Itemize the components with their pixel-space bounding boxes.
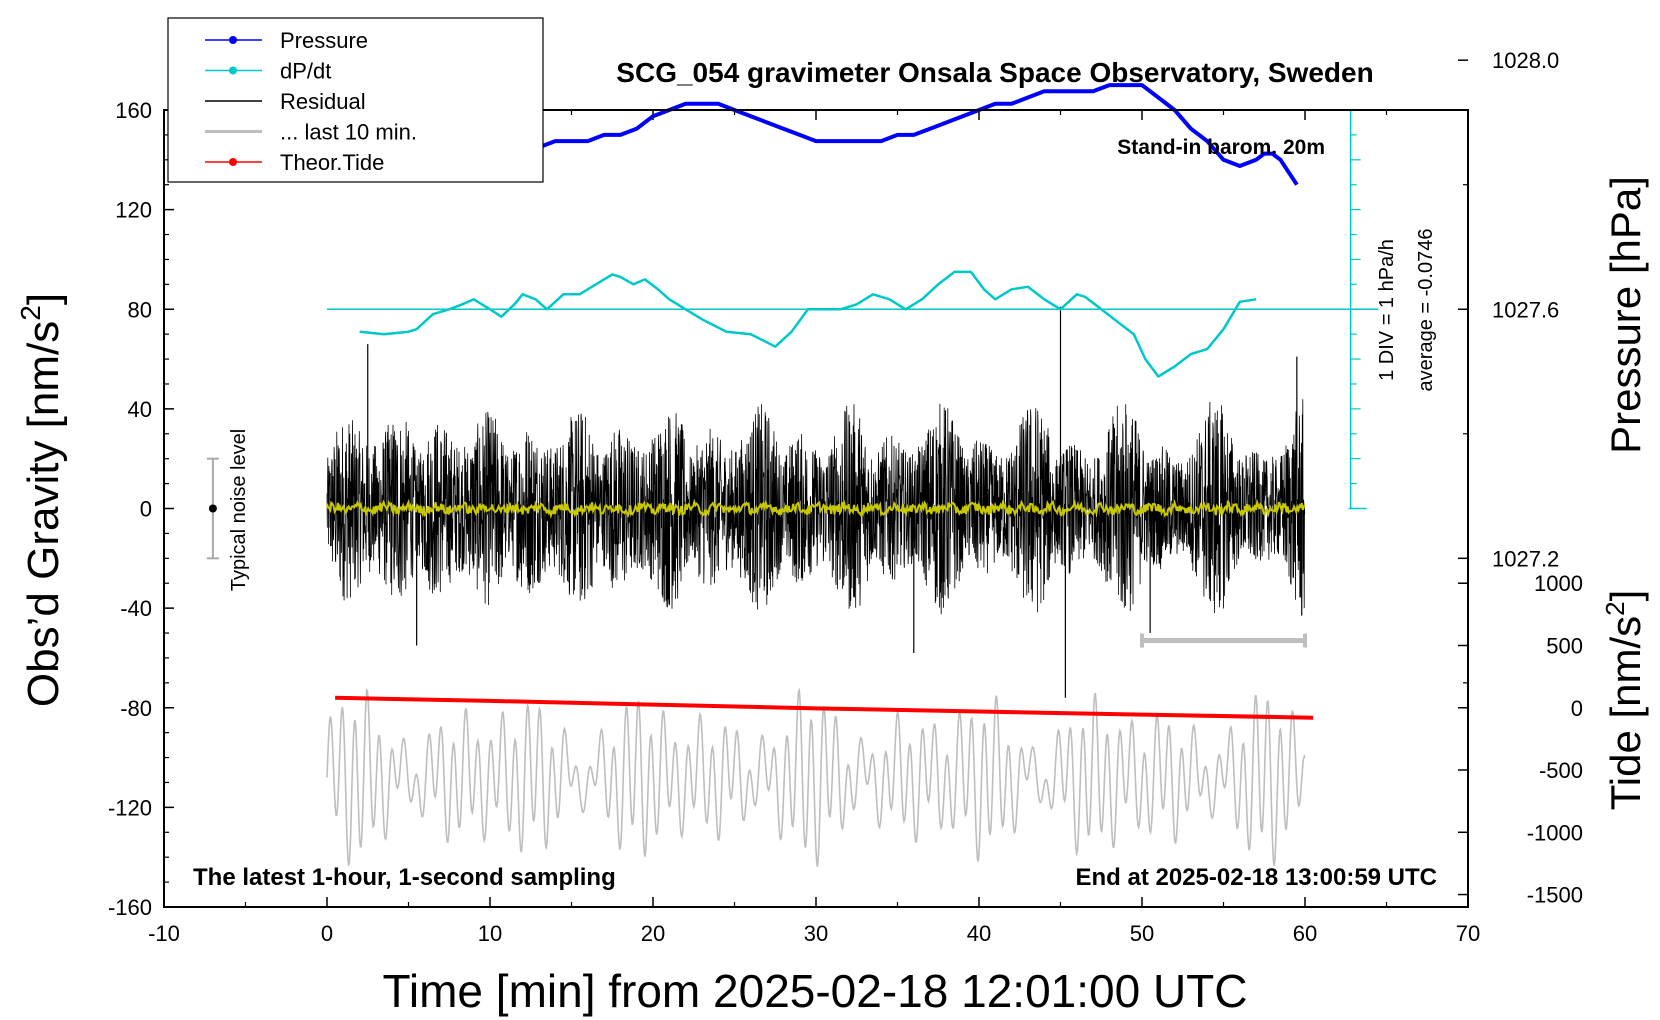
y-tick-label: 120 [115, 198, 152, 223]
baro-annotation: Stand-in barom. 20m [1117, 136, 1325, 159]
series-last10min [326, 687, 1306, 867]
y-tick-label: 80 [128, 297, 152, 322]
x-tick-label: 10 [478, 921, 502, 946]
x-tick-label: -10 [148, 921, 180, 946]
legend-label: Residual [280, 89, 366, 114]
legend-dot [229, 36, 237, 44]
series-layer [206, 83, 1379, 867]
legend-label: Theor.Tide [280, 150, 384, 175]
bottom-left-annotation: The latest 1-hour, 1-second sampling [193, 864, 616, 891]
x-tick-label: 30 [804, 921, 828, 946]
axis-ticks: -10 0 10 20 30 40 50 60 70 -160 -120 -80 -40 0 40 80 120… [108, 48, 1583, 946]
y-axis-label-tide: Tide [nm/s2] [1600, 590, 1649, 811]
x-tick-label: 20 [641, 921, 665, 946]
series-residual [326, 399, 1306, 615]
bottom-right-annotation: End at 2025-02-18 13:00:59 UTC [1076, 864, 1438, 891]
legend: Pressure dP/dt Residual ... last 10 min. The… [167, 17, 544, 183]
y-tick-label: -40 [120, 596, 152, 621]
x-tick-label: 50 [1130, 921, 1154, 946]
series-dpdt [359, 270, 1257, 378]
series-theor-tide [335, 695, 1314, 720]
tide-tick-label: 1000 [1534, 571, 1583, 596]
pressure-tick-label: 1027.2 [1492, 546, 1559, 571]
pressure-tick-label: 1027.6 [1492, 297, 1559, 322]
legend-label: Pressure [280, 28, 368, 53]
noise-annotation: Typical noise level [228, 429, 250, 591]
y-tick-label: 160 [115, 98, 152, 123]
chart-title: SCG_054 gravimeter Onsala Space Observat… [616, 57, 1373, 88]
tide-tick-label: 500 [1546, 633, 1583, 658]
y-tick-label: 40 [128, 397, 152, 422]
legend-box [167, 17, 544, 183]
y-tick-label: 0 [140, 497, 152, 522]
average-annotation: average = -0.0746 [1415, 229, 1437, 392]
noise-point [208, 504, 217, 513]
legend-label: ... last 10 min. [280, 120, 417, 145]
tide-tick-label: -500 [1539, 758, 1583, 783]
legend-dot [229, 158, 237, 166]
div-annotation: 1 DIV = 1 hPa/h [1376, 239, 1398, 381]
x-tick-label: 70 [1456, 921, 1480, 946]
tide-tick-label: -1000 [1527, 820, 1583, 845]
series-residual-smoothed [326, 498, 1306, 520]
tide-tick-label: -1500 [1527, 883, 1583, 908]
legend-label: dP/dt [280, 59, 331, 84]
y-tick-label: -160 [108, 895, 152, 920]
y-axis-label-pressure: Pressure [hPa] [1602, 176, 1649, 454]
x-tick-label: 0 [321, 921, 333, 946]
x-tick-label: 60 [1293, 921, 1317, 946]
y-axis-label-left: Obs’d Gravity [nm/s2] [15, 293, 68, 707]
pressure-tick-label: 1028.0 [1492, 48, 1559, 73]
y-tick-label: -80 [120, 696, 152, 721]
x-tick-label: 40 [967, 921, 991, 946]
legend-dot [229, 66, 237, 75]
tide-tick-label: 0 [1571, 696, 1583, 721]
y-tick-label: -120 [108, 795, 152, 820]
plot-frame [163, 109, 1469, 908]
x-axis-label: Time [min] from 2025-02-18 12:01:00 UTC [383, 965, 1248, 1017]
